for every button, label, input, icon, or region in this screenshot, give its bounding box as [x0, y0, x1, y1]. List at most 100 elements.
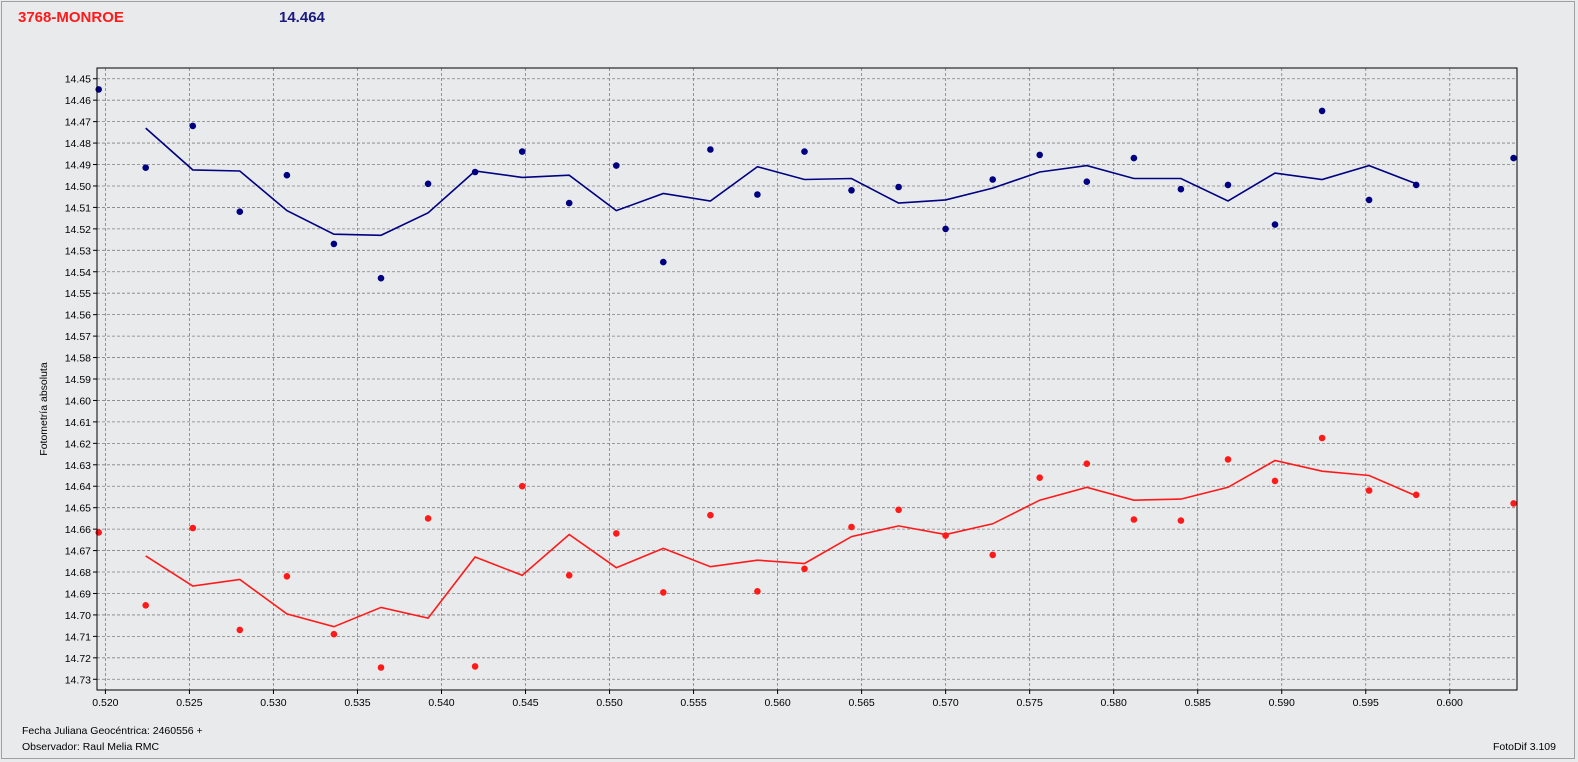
series-1-data-point — [424, 515, 432, 522]
y-tick-label: 14.60 — [65, 395, 91, 407]
series-0-data-point — [1318, 107, 1326, 115]
y-axis-label: Fotometría absoluta — [38, 362, 50, 456]
y-tick-label: 14.72 — [65, 653, 91, 665]
y-tick-label: 14.45 — [65, 74, 91, 86]
series-0-data-point — [1177, 185, 1185, 193]
series-1-data-point — [471, 663, 479, 670]
plot-border — [96, 67, 1518, 691]
x-tick-label: 0.565 — [848, 697, 874, 709]
y-tick-label: 14.49 — [65, 160, 91, 172]
series-1-data-point — [1412, 491, 1420, 499]
y-tick-label: 14.71 — [65, 631, 91, 643]
y-tick-label: 14.66 — [65, 524, 91, 536]
x-tick-label: 0.525 — [176, 697, 202, 709]
x-tick-label: 0.595 — [1353, 697, 1379, 709]
x-tick-label: 0.520 — [92, 697, 118, 709]
y-tick-label: 14.48 — [65, 138, 91, 150]
y-tick-label: 14.52 — [65, 224, 91, 236]
x-tick-label: 0.555 — [680, 697, 706, 709]
series-0-data-point — [471, 168, 479, 176]
series-0-data-point — [142, 164, 149, 171]
y-tick-label: 14.61 — [65, 417, 91, 429]
y-tick-label: 14.65 — [65, 503, 91, 515]
series-1 — [95, 434, 1517, 671]
software-version-label: FotoDif 3.109 — [1492, 741, 1556, 753]
series-0-data-point — [989, 176, 996, 183]
x-tick-label: 0.570 — [932, 697, 958, 709]
series-1-data-point — [942, 532, 949, 539]
series-0-data-point — [236, 208, 244, 215]
y-tick-label: 14.53 — [65, 245, 91, 257]
x-tick-label: 0.560 — [764, 697, 790, 709]
series-1-data-point — [1271, 477, 1279, 485]
series-1-data-point — [1318, 434, 1326, 442]
x-axis-ticks: 0.520 0.525 0.530 0.535 0.540 0.545 0.550 0.555… — [92, 690, 1463, 709]
magnitude-value: 14.464 — [279, 9, 325, 26]
y-tick-label: 14.46 — [65, 95, 91, 107]
series-1-data-point — [707, 511, 714, 519]
series-0-data-point — [801, 148, 808, 155]
x-tick-label: 0.575 — [1017, 697, 1043, 709]
series-1-data-point — [1083, 460, 1091, 468]
series-1-data-point — [754, 588, 761, 595]
series-1-data-point — [330, 630, 338, 638]
series-0-data-point — [895, 183, 902, 191]
series-0-data-point — [1510, 154, 1517, 162]
series-0-data-point — [1036, 151, 1043, 159]
series-1-data-point — [142, 602, 149, 609]
series-0-data-point — [1083, 178, 1091, 185]
series-1-data-point — [1510, 500, 1517, 507]
series-0-data-point — [424, 180, 432, 188]
y-tick-label: 14.70 — [65, 610, 91, 622]
series-1-data-point — [848, 523, 855, 531]
series-1-data-point — [189, 524, 197, 532]
y-tick-label: 14.57 — [65, 331, 91, 343]
x-tick-label: 0.540 — [428, 697, 454, 709]
series-0-data-point — [565, 199, 573, 207]
series-0-data-point — [1271, 221, 1279, 228]
y-tick-label: 14.58 — [65, 353, 91, 365]
y-tick-label: 14.55 — [65, 288, 91, 300]
x-tick-label: 0.580 — [1101, 697, 1127, 709]
x-tick-label: 0.535 — [344, 697, 370, 709]
y-tick-label: 14.50 — [65, 181, 91, 193]
observer-label: Observador: Raul Melia RMC — [22, 741, 160, 753]
series-0-data-point — [377, 274, 385, 282]
object-name-title: 3768-MONROE — [18, 9, 124, 26]
series-0-data-point — [1365, 196, 1373, 204]
series-0-data-point — [1130, 154, 1138, 162]
series-0-data-point — [330, 240, 338, 248]
series-layer — [95, 86, 1517, 671]
x-tick-label: 0.600 — [1437, 697, 1463, 709]
y-tick-label: 14.54 — [65, 267, 91, 279]
series-0-data-point — [1412, 181, 1420, 189]
series-0-data-point — [754, 191, 761, 198]
grid-lines — [97, 68, 1517, 690]
y-axis-ticks: 14.45 14.46 14.47 14.48 14.49 14.50 14.51 14.52… — [65, 74, 97, 686]
x-tick-label: 0.530 — [260, 697, 286, 709]
y-tick-label: 14.63 — [65, 460, 91, 472]
series-0-data-point — [942, 225, 949, 233]
series-1-trend-line — [145, 459, 1417, 628]
series-1-data-point — [895, 506, 902, 514]
series-1-data-point — [1130, 516, 1138, 523]
x-tick-label: 0.550 — [596, 697, 622, 709]
series-0-data-point — [283, 171, 291, 179]
y-tick-label: 14.69 — [65, 588, 91, 600]
series-1-data-point — [95, 529, 102, 536]
series-0-data-point — [707, 146, 714, 153]
y-tick-label: 14.68 — [65, 567, 91, 579]
series-0-data-point — [613, 162, 620, 169]
series-1-data-point — [236, 626, 244, 634]
y-tick-label: 14.64 — [65, 481, 91, 493]
y-tick-label: 14.62 — [65, 438, 91, 450]
series-1-data-point — [1365, 487, 1373, 494]
series-1-data-point — [283, 573, 291, 580]
series-1-data-point — [801, 565, 808, 573]
series-1-data-point — [1036, 474, 1043, 482]
y-tick-label: 14.51 — [65, 202, 91, 214]
series-0-data-point — [95, 86, 102, 93]
series-0-data-point — [189, 122, 197, 130]
